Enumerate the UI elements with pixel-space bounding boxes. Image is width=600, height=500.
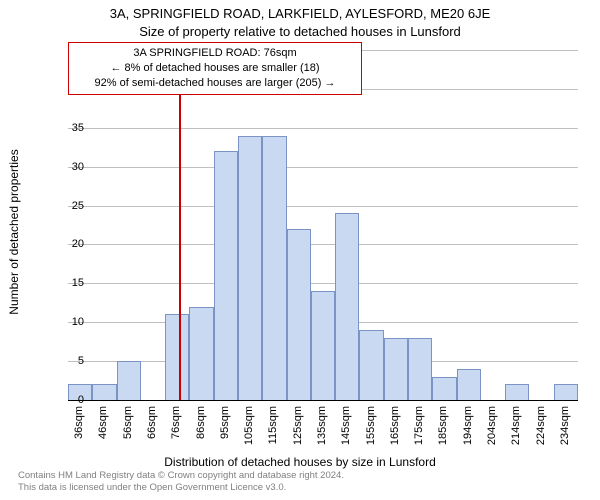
y-tick: 5 — [44, 355, 84, 367]
histogram-bar — [214, 151, 238, 400]
gridline — [68, 206, 578, 207]
attribution-line1: Contains HM Land Registry data © Crown c… — [18, 470, 344, 482]
histogram-bar — [359, 330, 383, 400]
plot-area — [68, 50, 578, 400]
annotation-box: 3A SPRINGFIELD ROAD: 76sqm ← 8% of detac… — [68, 42, 362, 95]
attribution-text: Contains HM Land Registry data © Crown c… — [18, 470, 344, 494]
histogram-bar — [117, 361, 141, 400]
histogram-bar — [457, 369, 481, 400]
gridline — [68, 283, 578, 284]
y-tick: 15 — [44, 277, 84, 289]
title-subtitle: Size of property relative to detached ho… — [0, 24, 600, 39]
histogram-bar — [554, 384, 578, 400]
histogram-bar — [262, 136, 286, 400]
annotation-line2: ← 8% of detached houses are smaller (18) — [75, 61, 355, 76]
histogram-bar — [311, 291, 335, 400]
histogram-bar — [287, 229, 311, 400]
y-tick: 0 — [44, 394, 84, 406]
histogram-bar — [384, 338, 408, 400]
gridline — [68, 167, 578, 168]
histogram-bar — [432, 377, 456, 400]
gridline — [68, 128, 578, 129]
chart-container: 3A, SPRINGFIELD ROAD, LARKFIELD, AYLESFO… — [0, 0, 600, 500]
histogram-bar — [165, 314, 189, 400]
y-tick: 30 — [44, 161, 84, 173]
annotation-line3: 92% of semi-detached houses are larger (… — [75, 76, 355, 91]
annotation-line1: 3A SPRINGFIELD ROAD: 76sqm — [75, 46, 355, 61]
gridline — [68, 400, 578, 401]
y-tick: 35 — [44, 122, 84, 134]
histogram-bar — [505, 384, 529, 400]
histogram-bar — [238, 136, 262, 400]
attribution-line2: This data is licensed under the Open Gov… — [18, 482, 344, 494]
x-axis-label: Distribution of detached houses by size … — [0, 455, 600, 469]
histogram-bar — [408, 338, 432, 400]
subject-marker-line — [179, 50, 181, 400]
gridline — [68, 244, 578, 245]
histogram-bar — [189, 307, 213, 400]
y-tick: 10 — [44, 316, 84, 328]
y-tick: 20 — [44, 238, 84, 250]
y-tick: 25 — [44, 200, 84, 212]
title-address: 3A, SPRINGFIELD ROAD, LARKFIELD, AYLESFO… — [0, 6, 600, 21]
histogram-bar — [92, 384, 116, 400]
histogram-bar — [335, 213, 359, 400]
y-axis-label: Number of detached properties — [7, 149, 21, 314]
